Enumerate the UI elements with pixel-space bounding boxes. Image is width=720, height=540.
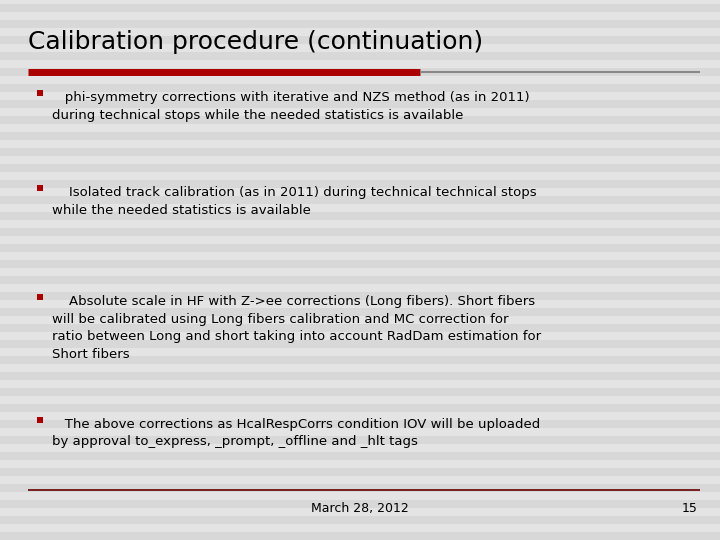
Text: March 28, 2012: March 28, 2012 — [311, 502, 409, 515]
Bar — [0, 84, 720, 92]
Bar — [0, 220, 720, 228]
Bar — [0, 436, 720, 444]
Bar — [0, 396, 720, 404]
Bar — [0, 92, 720, 100]
Bar — [0, 284, 720, 292]
Bar — [0, 204, 720, 212]
Bar — [0, 12, 720, 20]
Bar — [0, 36, 720, 44]
Bar — [0, 452, 720, 460]
Bar — [0, 292, 720, 300]
Bar — [0, 132, 720, 140]
Bar — [0, 268, 720, 276]
Bar — [0, 236, 720, 244]
Bar — [0, 20, 720, 28]
Bar — [0, 116, 720, 124]
Bar — [0, 524, 720, 532]
Bar — [0, 300, 720, 308]
Bar — [0, 332, 720, 340]
Text: The above corrections as HcalRespCorrs condition IOV will be uploaded
by approva: The above corrections as HcalRespCorrs c… — [52, 418, 540, 449]
Bar — [0, 52, 720, 60]
Bar — [0, 516, 720, 524]
Text: Calibration procedure (continuation): Calibration procedure (continuation) — [28, 30, 483, 54]
Text: Isolated track calibration (as in 2011) during technical technical stops
while t: Isolated track calibration (as in 2011) … — [52, 186, 536, 217]
Bar — [0, 492, 720, 500]
Bar — [0, 484, 720, 492]
Bar — [0, 276, 720, 284]
Bar — [0, 60, 720, 68]
Bar — [0, 28, 720, 36]
Bar — [0, 212, 720, 220]
Bar — [0, 372, 720, 380]
Bar — [0, 164, 720, 172]
Bar — [0, 404, 720, 412]
Bar — [0, 156, 720, 164]
Bar — [0, 508, 720, 516]
Bar — [0, 324, 720, 332]
Bar — [0, 428, 720, 436]
Bar — [0, 356, 720, 364]
Bar — [0, 460, 720, 468]
Bar — [0, 316, 720, 324]
Bar — [0, 108, 720, 116]
Bar — [0, 388, 720, 396]
Bar — [0, 380, 720, 388]
Bar — [0, 444, 720, 452]
Text: 15: 15 — [682, 502, 698, 515]
Bar — [0, 100, 720, 108]
Bar — [0, 140, 720, 148]
Bar — [0, 68, 720, 76]
Bar — [0, 148, 720, 156]
Bar — [0, 188, 720, 196]
Bar — [0, 364, 720, 372]
Bar — [0, 500, 720, 508]
Bar — [0, 340, 720, 348]
Bar — [0, 244, 720, 252]
Bar — [0, 172, 720, 180]
Bar — [0, 76, 720, 84]
Text: phi-symmetry corrections with iterative and NZS method (as in 2011)
during techn: phi-symmetry corrections with iterative … — [52, 91, 530, 122]
Bar — [0, 44, 720, 52]
Bar — [0, 124, 720, 132]
Bar — [0, 180, 720, 188]
Bar — [0, 532, 720, 540]
Bar — [0, 348, 720, 356]
Bar — [0, 260, 720, 268]
Bar — [0, 0, 720, 4]
Bar — [0, 252, 720, 260]
Bar — [0, 4, 720, 12]
Text: Absolute scale in HF with Z->ee corrections (Long fibers). Short fibers
will be : Absolute scale in HF with Z->ee correcti… — [52, 295, 541, 361]
Bar — [0, 420, 720, 428]
Bar — [0, 228, 720, 236]
Bar — [0, 468, 720, 476]
Bar — [0, 476, 720, 484]
Bar — [0, 196, 720, 204]
Bar — [0, 412, 720, 420]
Bar — [0, 308, 720, 316]
